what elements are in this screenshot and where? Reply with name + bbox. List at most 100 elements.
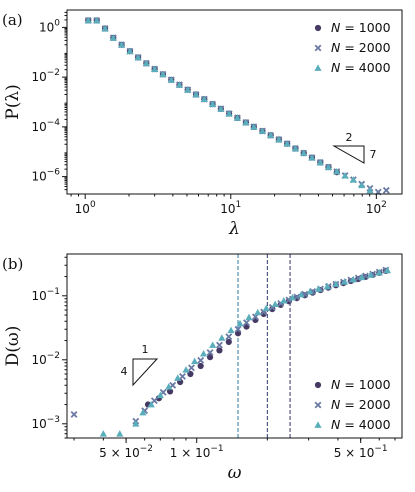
legend-label-N4000: N = 4000	[331, 60, 391, 75]
data-point-N4000	[297, 290, 305, 298]
data-point-N4000	[182, 366, 190, 373]
data-point-N4000	[341, 278, 349, 285]
data-point-N4000	[349, 275, 357, 283]
data-point-N4000	[308, 154, 316, 161]
data-point-N4000	[199, 350, 208, 357]
y-tick-label: 10−2	[31, 351, 60, 367]
x-tick-label: 100	[75, 200, 96, 216]
data-point-N4000	[209, 341, 217, 348]
data-point-N4000	[200, 95, 208, 103]
data-point-N4000	[165, 383, 173, 390]
x-tick-label: 5 × 10−1	[334, 444, 388, 460]
y-tick-label: 10−1	[31, 287, 60, 303]
data-point-N4000	[217, 105, 225, 112]
data-point-N4000	[316, 158, 324, 166]
slope-triangle-top-label: 2	[346, 131, 353, 144]
data-point-N4000	[366, 271, 375, 278]
data-point-N2000	[206, 349, 214, 356]
panel-b-tag: (b)	[2, 255, 23, 273]
data-point-N4000	[126, 47, 134, 55]
data-point-N4000	[147, 400, 155, 408]
data-point-N4000	[262, 304, 270, 312]
data-point-N2000	[150, 397, 158, 405]
data-point-N4000	[227, 326, 235, 334]
data-point-N4000	[323, 282, 331, 290]
data-point-N4000	[358, 273, 366, 281]
data-point-N2000	[234, 325, 242, 333]
data-point-N4000	[283, 140, 291, 147]
data-point-N4000	[250, 123, 258, 130]
data-point-N4000	[258, 127, 267, 134]
data-point-N2000	[216, 341, 223, 349]
data-point-N4000	[375, 269, 383, 276]
plot-frame	[66, 253, 403, 439]
data-point-N4000	[314, 285, 322, 292]
legend-label-N4000: N = 4000	[331, 417, 391, 432]
data-point-N4000	[225, 110, 233, 117]
x-axis-label: ω	[228, 463, 242, 483]
data-point-N4000	[254, 308, 262, 316]
data-point-N2000	[382, 186, 390, 194]
legend-label-N1000: N = 1000	[331, 377, 391, 392]
data-point-N4000	[167, 76, 175, 83]
data-point-N1000	[216, 347, 223, 354]
data-point-N4000	[132, 420, 140, 427]
data-point-N2000	[225, 333, 233, 341]
legend-label-N2000: N = 2000	[331, 40, 391, 55]
data-point-N4000	[175, 81, 184, 88]
data-point-N2000	[188, 364, 195, 372]
legend-marker-N2000	[314, 401, 322, 409]
plot-frame	[66, 9, 403, 195]
data-point-N4000	[118, 41, 126, 48]
y-tick-label: 10−2	[31, 68, 60, 84]
data-point-N4000	[383, 266, 392, 274]
y-tick-label: 10−6	[31, 168, 60, 184]
data-point-N4000	[159, 70, 167, 78]
data-point-N4000	[192, 90, 200, 98]
panel-a-plot: 100 101 102 100 10−2 10−4 10−6 λ P(λ) N = 1000 N =…	[3, 9, 403, 239]
data-point-N4000	[300, 149, 308, 157]
slope-triangle-top-label: 1	[142, 343, 149, 356]
x-tick-label: 5 × 10−2	[99, 444, 153, 460]
data-point-N4000	[366, 186, 374, 194]
data-point-N4000	[218, 334, 226, 341]
y-axis-label: P(λ)	[3, 84, 23, 119]
data-point-N4000	[306, 288, 314, 295]
data-point-N4000	[332, 280, 340, 287]
data-point-N1000	[269, 305, 276, 313]
data-point-N1000	[225, 338, 232, 346]
data-point-N4000	[208, 100, 217, 108]
legend-marker-N1000	[314, 381, 322, 389]
data-point-N4000	[324, 163, 333, 171]
data-point-N4000	[142, 59, 150, 67]
data-point-N4000	[109, 34, 117, 41]
data-point-N4000	[267, 131, 275, 139]
slope-triangle-side-label: 4	[121, 365, 128, 378]
data-point-N4000	[236, 319, 244, 327]
slope-triangle	[132, 358, 159, 387]
data-point-N2000	[243, 319, 250, 327]
data-point-N4000	[134, 53, 142, 61]
data-point-N4000	[151, 65, 159, 72]
data-point-N4000	[280, 297, 288, 304]
data-point-N1000	[166, 388, 174, 395]
data-point-N4000	[101, 24, 109, 32]
slope-triangle-side-label: 7	[370, 148, 377, 161]
data-point-N4000	[288, 293, 297, 301]
data-point-N4000	[99, 430, 107, 437]
data-point-N4000	[341, 171, 349, 179]
legend-marker-N4000	[314, 421, 322, 428]
x-tick-label: 1 × 10−1	[170, 444, 224, 460]
data-point-N4000	[349, 176, 357, 183]
data-point-N4000	[333, 167, 341, 175]
data-point-N4000	[116, 430, 124, 437]
legend-label-N2000: N = 2000	[331, 397, 391, 412]
y-tick-label: 10−3	[31, 415, 60, 431]
data-point-N2000	[70, 411, 78, 418]
data-point-N4000	[93, 16, 101, 24]
data-point-N4000	[275, 135, 283, 143]
data-point-N4000	[358, 181, 366, 189]
y-tick-label: 10−4	[31, 118, 60, 134]
legend-label-N1000: N = 1000	[331, 20, 391, 35]
